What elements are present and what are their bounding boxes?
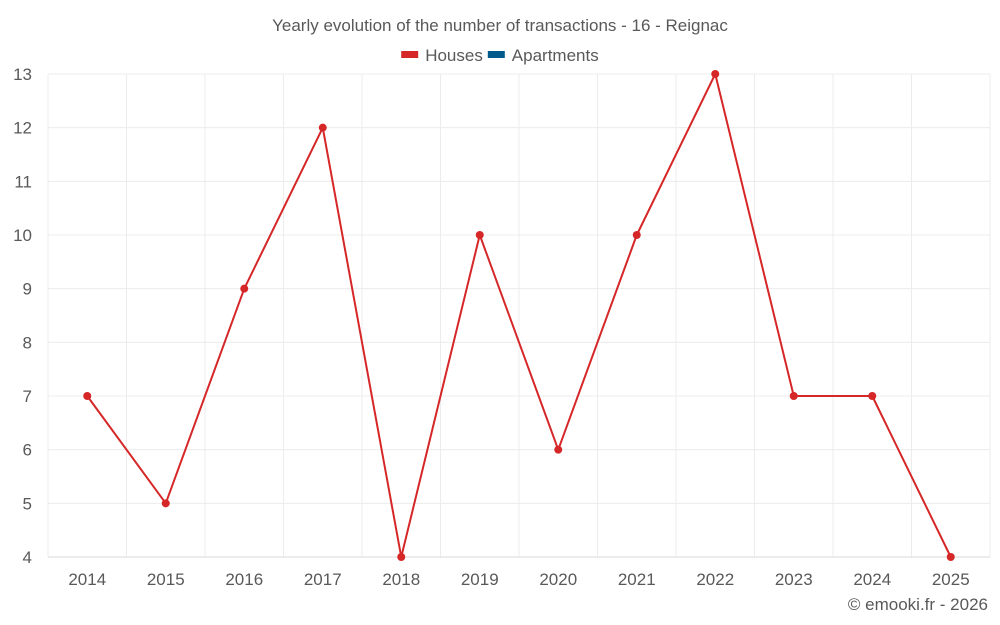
data-point[interactable] (240, 284, 249, 293)
data-point[interactable] (632, 231, 641, 239)
data-point[interactable] (868, 392, 877, 400)
y-tick-label: 7 (23, 387, 32, 406)
data-point[interactable] (554, 445, 563, 454)
legend-swatch-apartments (487, 51, 505, 58)
legend-label-apartments[interactable]: Apartments (512, 46, 599, 65)
y-tick-label: 12 (13, 119, 32, 138)
x-tick-label: 2019 (461, 570, 499, 589)
x-tick-label: 2021 (618, 570, 656, 589)
legend: Houses Apartments (401, 46, 599, 65)
y-tick-label: 8 (23, 333, 32, 352)
x-tick-label: 2025 (932, 570, 970, 589)
series-layer (83, 70, 955, 561)
data-point[interactable] (946, 553, 955, 561)
data-point[interactable] (318, 123, 327, 132)
x-tick-label: 2014 (68, 570, 106, 589)
y-tick-label: 13 (13, 65, 32, 84)
x-tick-label: 2017 (304, 570, 342, 589)
data-point[interactable] (397, 553, 406, 561)
chart-title: Yearly evolution of the number of transa… (272, 16, 728, 35)
y-tick-label: 10 (13, 226, 32, 245)
y-axis-ticks: 4 5 6 7 8 9 10 11 12 13 (13, 65, 32, 567)
x-gridlines (47, 74, 991, 557)
x-tick-label: 2023 (775, 570, 813, 589)
x-tick-label: 2015 (147, 570, 185, 589)
data-point[interactable] (711, 70, 720, 78)
series-line-houses (86, 73, 952, 558)
y-tick-label: 9 (23, 280, 32, 299)
x-tick-label: 2022 (696, 570, 734, 589)
x-tick-label: 2016 (225, 570, 263, 589)
data-point[interactable] (475, 231, 484, 239)
credit-text: © emooki.fr - 2026 (848, 595, 988, 614)
data-point[interactable] (161, 499, 170, 508)
x-tick-label: 2024 (853, 570, 891, 589)
data-point[interactable] (789, 392, 798, 400)
y-tick-label: 4 (23, 548, 32, 567)
x-tick-label: 2018 (382, 570, 420, 589)
y-tick-label: 11 (14, 172, 32, 191)
legend-label-houses[interactable]: Houses (425, 46, 483, 65)
x-tick-label: 2020 (539, 570, 577, 589)
y-tick-label: 6 (23, 441, 32, 460)
x-axis-ticks: 2014 2015 2016 2017 2018 2019 2020 2021 2022 2023… (68, 570, 969, 589)
legend-swatch-houses (401, 51, 419, 58)
y-tick-label: 5 (23, 494, 32, 513)
data-point[interactable] (83, 392, 92, 400)
